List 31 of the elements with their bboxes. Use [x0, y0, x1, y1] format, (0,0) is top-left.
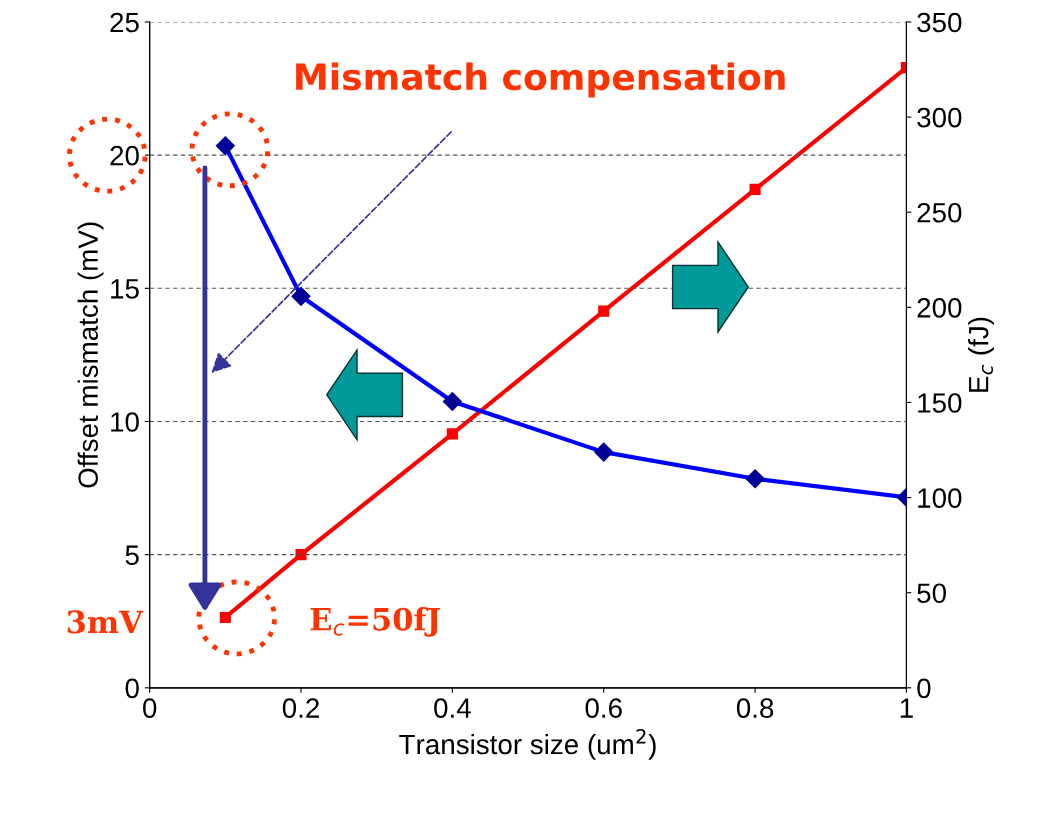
y2-tick-label: 300: [917, 107, 962, 128]
point: [295, 549, 307, 561]
y2-tick-label: 100: [918, 488, 962, 508]
y2-tick-label: 0: [917, 678, 931, 699]
y2-tick-label: 350: [917, 12, 962, 33]
y2-tick-label: 50: [917, 583, 946, 604]
x-tick-label: 1: [900, 698, 913, 718]
y-axis-title: Offset mismatch (mV): [77, 222, 104, 488]
x-axis-title: Transistor size (um$^{2}$): [399, 729, 656, 760]
annotation: E$_{c}$=50fJ: [310, 607, 440, 637]
x-tick-label: 0.4: [434, 698, 471, 718]
x-tick-label: 0.8: [736, 698, 774, 718]
point: [598, 305, 610, 317]
x-tick-label: 0.6: [585, 698, 622, 718]
point: [219, 611, 231, 623]
y2-tick-label: 150: [918, 393, 962, 413]
x-tick-label: 0: [143, 698, 157, 718]
y-tick-label: 20: [110, 145, 139, 166]
annotation: Mismatch compensation: [296, 62, 785, 98]
text: 3mV: [67, 610, 144, 634]
x-tick-label: 0.2: [282, 698, 319, 718]
y-tick-label: 5: [125, 545, 139, 565]
y-tick-label: 15: [111, 279, 139, 299]
y2-tick-label: 250: [917, 202, 962, 223]
y-tick-label: 0: [125, 678, 139, 699]
point: [446, 428, 458, 440]
point: [749, 183, 761, 195]
y2-axis-title: E$_{c}$ (fJ): [968, 317, 994, 392]
y-tick-label: 10: [111, 412, 139, 432]
y2-tick-label: 200: [917, 298, 962, 318]
y-tick-label: 25: [110, 12, 139, 33]
